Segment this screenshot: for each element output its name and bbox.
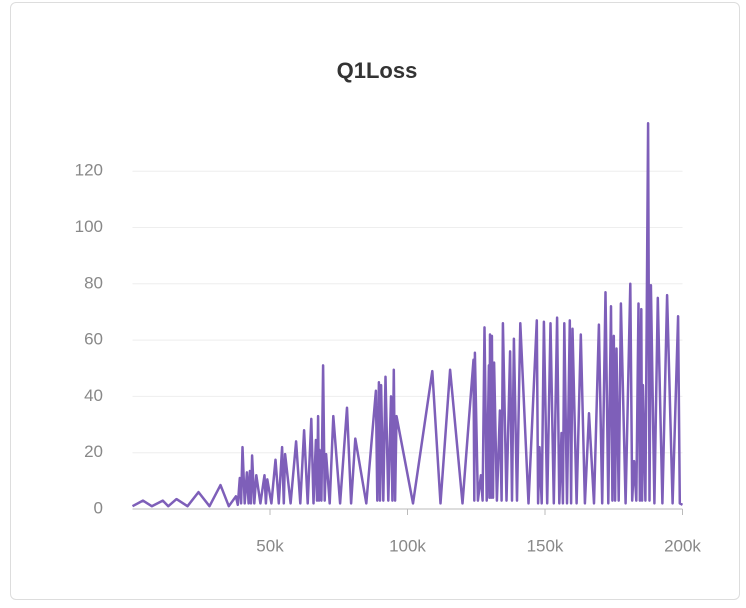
- x-tick-label: 200k: [664, 536, 701, 555]
- y-tick-label: 0: [94, 498, 103, 517]
- x-tick-label: 100k: [389, 536, 426, 555]
- y-tick-label: 120: [75, 161, 103, 180]
- y-tick-label: 60: [84, 330, 103, 349]
- y-tick-label: 20: [84, 442, 103, 461]
- y-tick-label: 40: [84, 386, 103, 405]
- x-tick-label: 50k: [256, 536, 284, 555]
- y-tick-label: 80: [84, 273, 103, 292]
- y-tick-label: 100: [75, 217, 103, 236]
- x-tick-label: 150k: [527, 536, 564, 555]
- line: [131, 122, 684, 508]
- panel: [10, 2, 740, 600]
- chart-title: Q1Loss: [337, 58, 418, 83]
